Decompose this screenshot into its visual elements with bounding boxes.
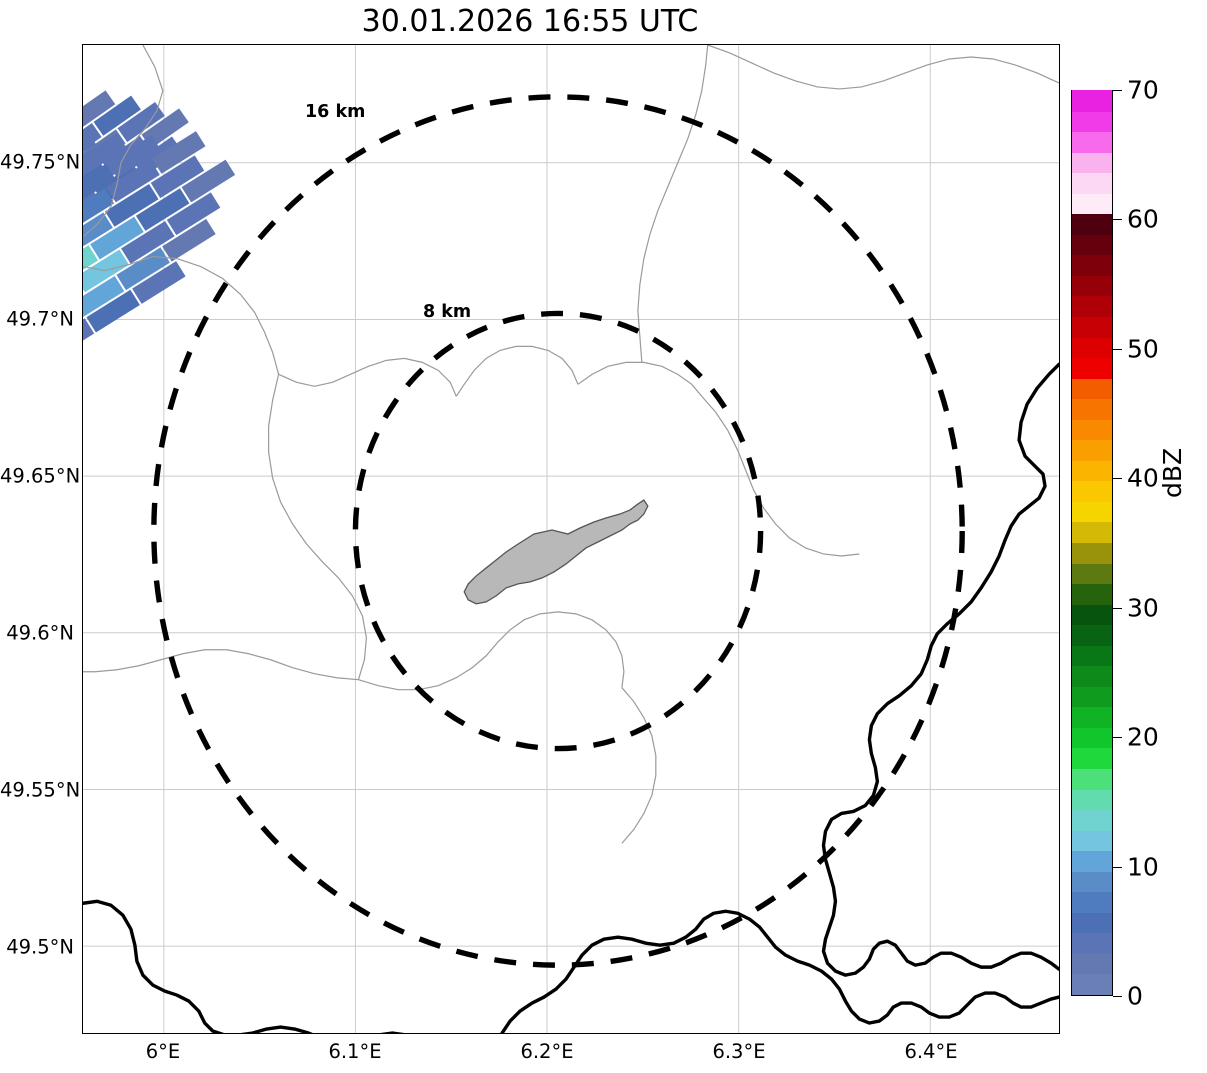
x-tick-label-1: 6.1°E bbox=[328, 1040, 382, 1063]
range-ring-label-16km: 16 km bbox=[305, 102, 366, 122]
x-tick-label-0: 6°E bbox=[145, 1040, 181, 1063]
urban-area-polygon bbox=[463, 499, 649, 605]
colorbar-tick-mark-70 bbox=[1113, 90, 1122, 92]
colorbar-band bbox=[1072, 850, 1112, 872]
colorbar-band bbox=[1072, 891, 1112, 913]
colorbar-band bbox=[1072, 89, 1112, 112]
colorbar-tick-mark-30 bbox=[1113, 608, 1122, 610]
map-plot-area[interactable]: 16 km 8 km bbox=[82, 44, 1060, 1034]
colorbar-band bbox=[1072, 172, 1112, 194]
colorbar-band bbox=[1072, 726, 1112, 749]
colorbar-band bbox=[1072, 809, 1112, 831]
colorbar-band bbox=[1072, 398, 1112, 420]
colorbar-tick-mark-40 bbox=[1113, 478, 1122, 480]
colorbar-band bbox=[1072, 213, 1112, 235]
radar-echo-nw bbox=[83, 90, 236, 362]
colorbar-band bbox=[1072, 315, 1112, 338]
colorbar-band bbox=[1072, 747, 1112, 769]
range-rings bbox=[151, 94, 965, 968]
colorbar-tick-mark-50 bbox=[1113, 349, 1122, 351]
y-tick-label-3: 49.6°N bbox=[6, 621, 74, 645]
colorbar-band bbox=[1072, 521, 1112, 543]
figure-title: 30.01.2026 16:55 UTC bbox=[361, 4, 699, 39]
colorbar-band bbox=[1072, 357, 1112, 379]
colorbar-band bbox=[1072, 685, 1112, 708]
range-ring-label-8km: 8 km bbox=[423, 302, 472, 322]
colorbar-band bbox=[1072, 295, 1112, 317]
colorbar-band bbox=[1072, 932, 1112, 954]
colorbar-tick-20: 20 bbox=[1127, 722, 1159, 752]
colorbar-tick-70: 70 bbox=[1127, 75, 1159, 105]
colorbar-band bbox=[1072, 562, 1112, 585]
colorbar-band bbox=[1072, 911, 1112, 934]
y-tick-label-1: 49.7°N bbox=[6, 307, 74, 331]
colorbar-band bbox=[1072, 624, 1112, 646]
colorbar-band bbox=[1072, 973, 1112, 995]
x-tick-label-4: 6.4°E bbox=[904, 1040, 958, 1063]
colorbar-band bbox=[1072, 192, 1112, 215]
colorbar-tick-10: 10 bbox=[1127, 852, 1159, 882]
colorbar-band bbox=[1072, 459, 1112, 482]
colorbar-band bbox=[1072, 603, 1112, 626]
colorbar-tick-60: 60 bbox=[1127, 204, 1159, 234]
colorbar-tick-0: 0 bbox=[1127, 981, 1143, 1011]
colorbar-band bbox=[1072, 233, 1112, 256]
y-tick-label-2: 49.65°N bbox=[0, 464, 81, 488]
colorbar[interactable] bbox=[1071, 89, 1113, 996]
y-tick-label-0: 49.75°N bbox=[0, 150, 81, 174]
y-tick-label-4: 49.55°N bbox=[0, 778, 81, 802]
colorbar-tick-mark-20 bbox=[1113, 737, 1122, 739]
colorbar-tick-40: 40 bbox=[1127, 463, 1159, 493]
colorbar-band bbox=[1072, 644, 1112, 667]
colorbar-band bbox=[1072, 706, 1112, 728]
y-tick-label-5: 49.5°N bbox=[6, 935, 74, 959]
colorbar-tick-30: 30 bbox=[1127, 593, 1159, 623]
colorbar-band bbox=[1072, 336, 1112, 359]
colorbar-tick-mark-60 bbox=[1113, 219, 1122, 221]
range-ring-8km bbox=[352, 310, 764, 752]
colorbar-band bbox=[1072, 254, 1112, 276]
colorbar-band bbox=[1072, 480, 1112, 502]
colorbar-band bbox=[1072, 500, 1112, 523]
x-tick-label-2: 6.2°E bbox=[520, 1040, 574, 1063]
colorbar-band bbox=[1072, 541, 1112, 564]
colorbar-tick-50: 50 bbox=[1127, 334, 1159, 364]
colorbar-tick-mark-0 bbox=[1113, 996, 1122, 998]
colorbar-band bbox=[1072, 274, 1112, 297]
x-tick-label-3: 6.3°E bbox=[712, 1040, 766, 1063]
colorbar-band bbox=[1072, 151, 1112, 174]
colorbar-tick-mark-10 bbox=[1113, 867, 1122, 869]
colorbar-band bbox=[1072, 377, 1112, 400]
admin-boundaries bbox=[83, 45, 1059, 844]
range-ring-16km bbox=[151, 94, 965, 968]
radar-map-svg bbox=[83, 45, 1059, 1033]
colorbar-band bbox=[1072, 131, 1112, 153]
colorbar-band bbox=[1072, 665, 1112, 687]
colorbar-band bbox=[1072, 870, 1112, 893]
colorbar-band bbox=[1072, 788, 1112, 811]
colorbar-band bbox=[1072, 829, 1112, 852]
colorbar-label: dBZ bbox=[1158, 447, 1187, 498]
colorbar-band bbox=[1072, 418, 1112, 441]
colorbar-band bbox=[1072, 767, 1112, 790]
colorbar-band bbox=[1072, 952, 1112, 975]
grid-lines bbox=[83, 45, 1059, 1033]
colorbar-band bbox=[1072, 439, 1112, 461]
national-border bbox=[83, 362, 1059, 1033]
colorbar-band bbox=[1072, 583, 1112, 605]
colorbar-band bbox=[1072, 110, 1112, 133]
